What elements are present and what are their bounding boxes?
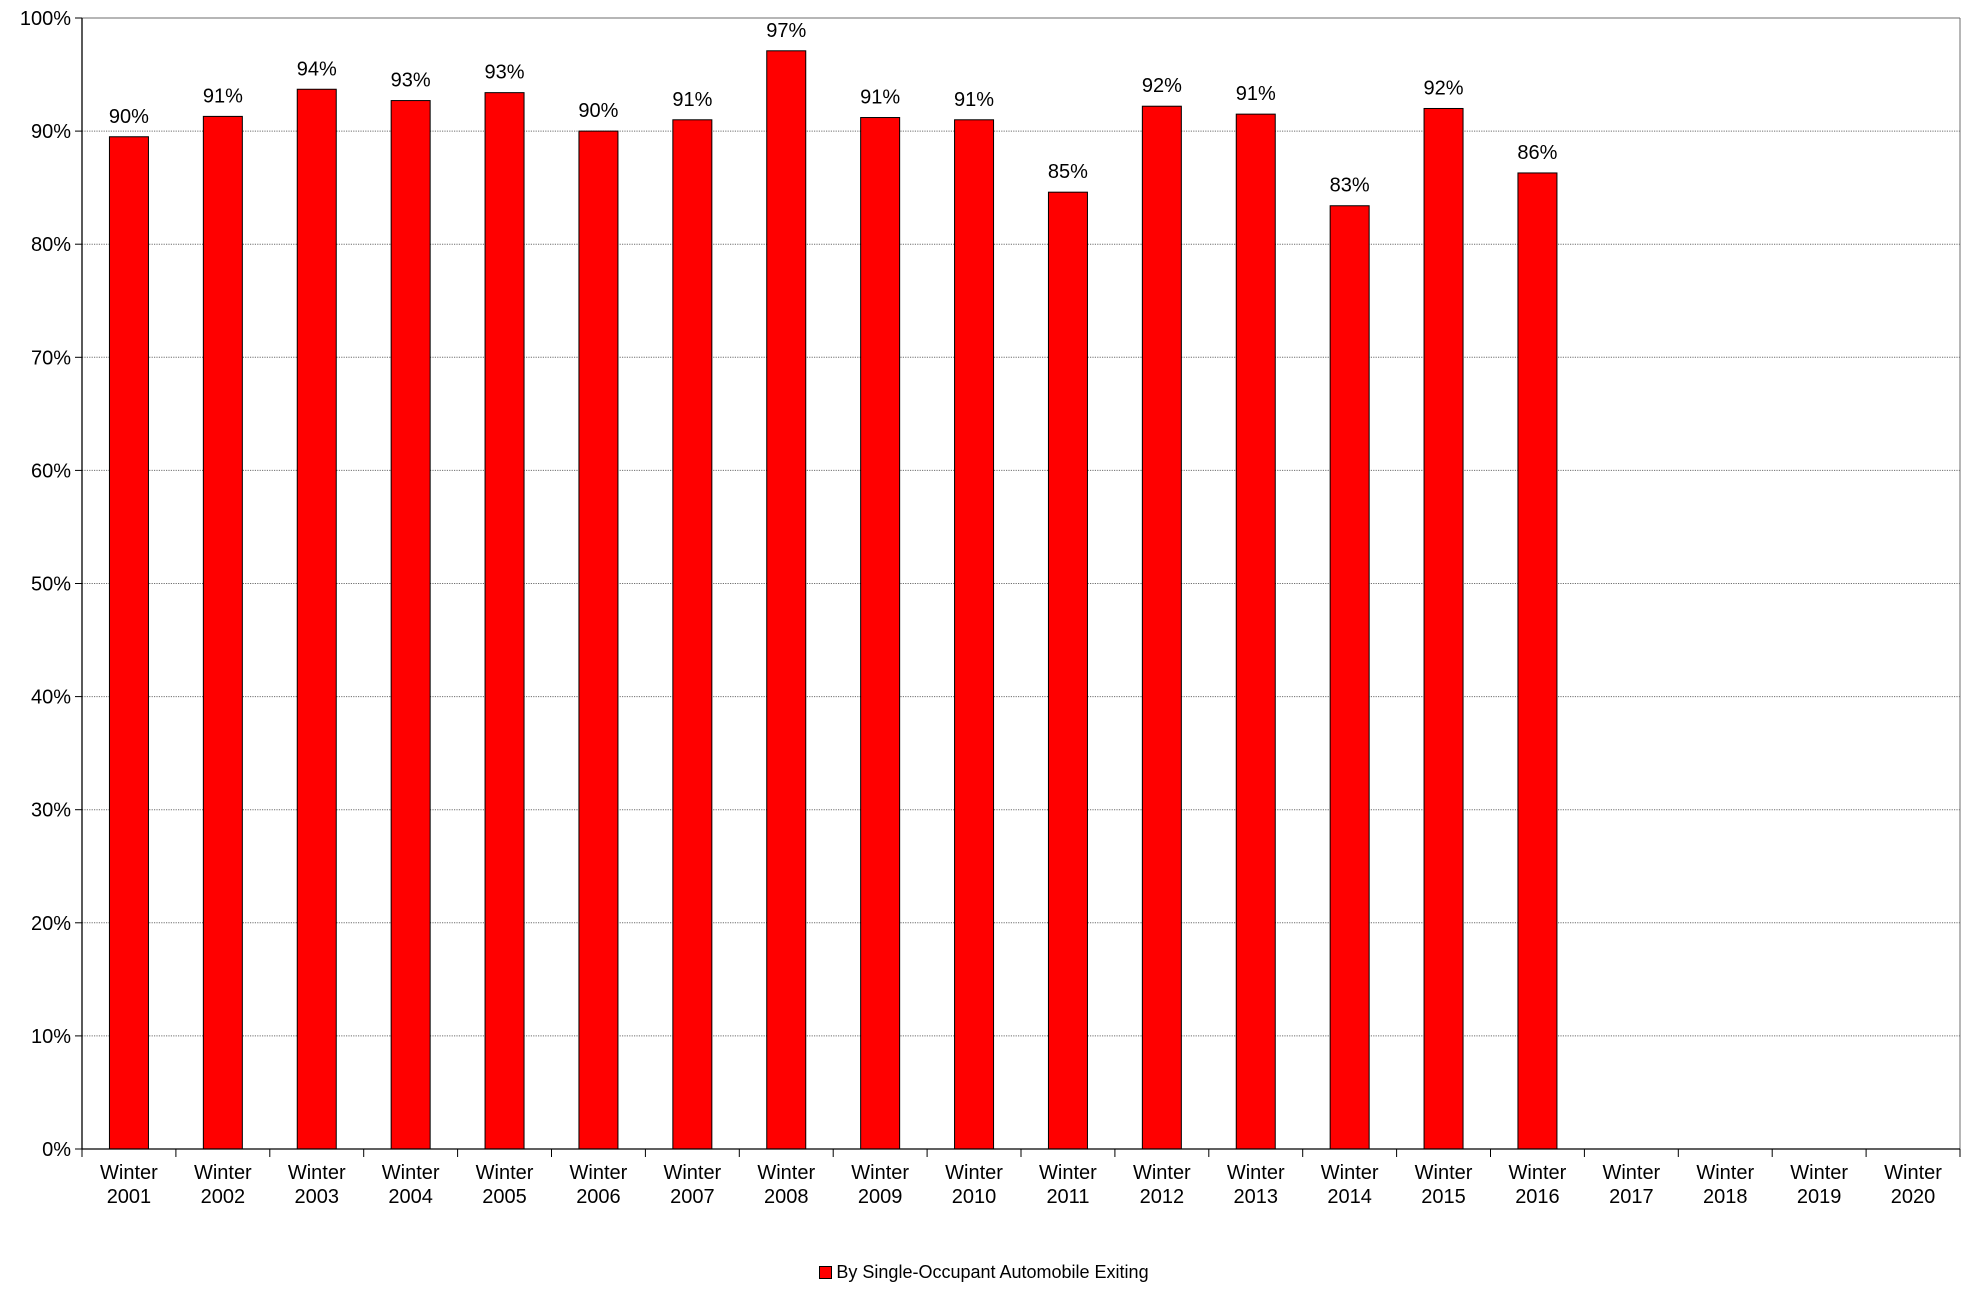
x-tick-label: Winter 2003 [288, 1162, 346, 1208]
x-tick-label: Winter 2008 [757, 1162, 815, 1208]
x-tick-label: Winter 2002 [194, 1162, 252, 1208]
bar [578, 130, 619, 1150]
x-tick-label: Winter 2014 [1321, 1162, 1379, 1208]
bar [202, 115, 243, 1150]
y-tick-label: 0% [42, 1139, 71, 1161]
x-tick-label: Winter 2015 [1415, 1162, 1473, 1208]
bar [1047, 191, 1088, 1150]
x-tick-label: Winter 2020 [1884, 1162, 1942, 1208]
bar [954, 119, 995, 1150]
data-label: 92% [1424, 77, 1464, 99]
data-label: 92% [1142, 75, 1182, 97]
x-tick-label: Winter 2004 [382, 1162, 440, 1208]
x-tick-label: Winter 2009 [851, 1162, 909, 1208]
bars [108, 50, 1558, 1150]
bar [1423, 107, 1464, 1150]
gridlines [82, 17, 1960, 1037]
y-tick-label: 20% [31, 913, 71, 935]
y-tick-label: 90% [31, 121, 71, 143]
x-tick-label: Winter 2016 [1509, 1162, 1567, 1208]
data-label: 91% [203, 85, 243, 107]
y-tick-label: 100% [20, 8, 71, 30]
bar [296, 88, 337, 1150]
data-label: 94% [297, 58, 337, 80]
x-tick-label: Winter 2017 [1602, 1162, 1660, 1208]
axes: 0% 10% 20% 30% 40% 50% 60% 70% 80% 90% 100% Winter 2… [20, 8, 1961, 1208]
y-tick-label: 70% [31, 347, 71, 369]
x-tick-label: Winter 2011 [1039, 1162, 1097, 1208]
x-tick-label: Winter 2010 [945, 1162, 1003, 1208]
data-label: 93% [485, 62, 525, 84]
data-label: 91% [672, 89, 712, 111]
bar [390, 100, 431, 1150]
y-tick-label: 60% [31, 460, 71, 482]
x-tick-label: Winter 2006 [570, 1162, 628, 1208]
bar [1517, 172, 1558, 1150]
x-tick-label: Winter 2001 [100, 1162, 158, 1208]
x-tick-label: Winter 2013 [1227, 1162, 1285, 1208]
bar [1235, 113, 1276, 1150]
y-tick-label: 40% [31, 687, 71, 709]
bar [108, 136, 149, 1150]
data-label: 91% [860, 87, 900, 109]
x-tick-label: Winter 2007 [663, 1162, 721, 1208]
data-label: 97% [766, 20, 806, 42]
x-tick-label: Winter 2012 [1133, 1162, 1191, 1208]
data-label: 90% [109, 106, 149, 128]
x-tick-label: Winter 2019 [1790, 1162, 1848, 1208]
legend-label: By Single-Occupant Automobile Exiting [836, 1262, 1149, 1282]
data-label: 83% [1330, 175, 1370, 197]
bar [860, 117, 901, 1150]
data-label: 91% [954, 89, 994, 111]
bar [766, 50, 807, 1150]
x-tick-label: Winter 2018 [1696, 1162, 1754, 1208]
x-tick-label: Winter 2005 [476, 1162, 534, 1208]
bar [484, 92, 525, 1150]
data-label: 86% [1517, 142, 1557, 164]
y-tick-label: 50% [31, 574, 71, 596]
y-tick-label: 30% [31, 800, 71, 822]
data-label: 90% [578, 100, 618, 122]
bar [672, 119, 713, 1150]
y-tick-label: 80% [31, 234, 71, 256]
data-labels: 90% 91% 94% 93% 93% 90% 91% 97% 91% 91% 85% 92% 91% 8… [109, 20, 1558, 197]
data-label: 91% [1236, 83, 1276, 105]
legend: By Single-Occupant Automobile Exiting [0, 1262, 1968, 1283]
legend-swatch-icon [819, 1266, 833, 1279]
bar [1141, 105, 1182, 1150]
data-label: 93% [391, 70, 431, 92]
bar [1329, 205, 1370, 1150]
y-tick-label: 10% [31, 1026, 71, 1048]
data-label: 85% [1048, 161, 1088, 183]
